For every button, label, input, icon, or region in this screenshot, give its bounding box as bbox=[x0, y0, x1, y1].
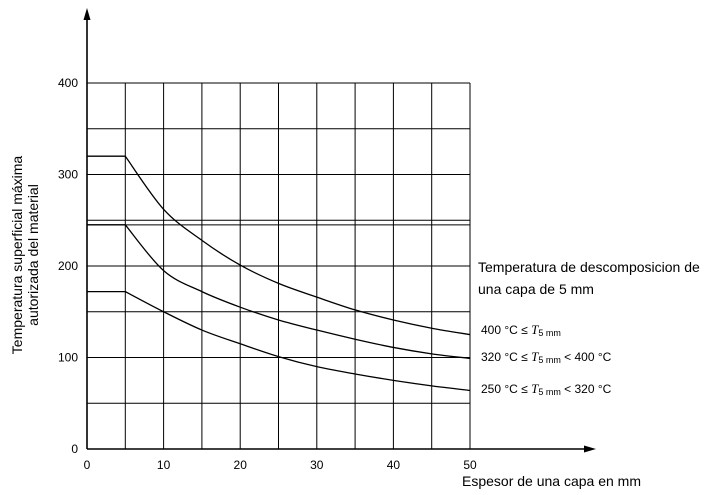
x-tick-label: 30 bbox=[310, 458, 324, 472]
y-axis-label-line2: autorizada del material bbox=[25, 184, 41, 326]
y-axis-label: Temperatura superficial máxima bbox=[9, 156, 25, 355]
range-label-3: 250 °C ≤ T5 mm < 320 °C bbox=[481, 381, 612, 397]
annotation-line1: Temperatura de descomposicion de bbox=[478, 259, 700, 275]
series-line-1 bbox=[87, 155, 471, 336]
series-line-3 bbox=[87, 290, 471, 392]
range-label-2: 320 °C ≤ T5 mm < 400 °C bbox=[481, 349, 612, 365]
y-tick-labels: 0 100 200 300 400 bbox=[58, 76, 78, 456]
series-line-2 bbox=[87, 224, 471, 360]
range-labels: 400 °C ≤ T5 mm 320 °C ≤ T5 mm < 400 °C 250… bbox=[481, 322, 612, 397]
y-tick-label: 100 bbox=[58, 351, 78, 365]
x-tick-label: 0 bbox=[84, 458, 91, 472]
annotation-line2: una capa de 5 mm bbox=[478, 281, 594, 297]
axis-layer bbox=[83, 8, 596, 453]
y-axis-label-2: autorizada del material bbox=[25, 184, 41, 326]
y-axis-arrow bbox=[83, 8, 91, 20]
x-tick-label: 40 bbox=[387, 458, 401, 472]
x-axis-arrow bbox=[584, 445, 596, 453]
y-tick-label: 200 bbox=[58, 259, 78, 273]
y-tick-label: 300 bbox=[58, 168, 78, 182]
x-tick-labels: 0 10 20 30 40 50 bbox=[84, 458, 477, 472]
grid-layer bbox=[87, 82, 471, 449]
range-label-1: 400 °C ≤ T5 mm bbox=[481, 322, 561, 338]
y-axis-label-line1: Temperatura superficial máxima bbox=[9, 156, 25, 355]
x-tick-label: 50 bbox=[463, 458, 477, 472]
y-tick-label: 0 bbox=[71, 442, 78, 456]
x-tick-label: 20 bbox=[234, 458, 248, 472]
series-layer bbox=[87, 155, 471, 392]
y-tick-label: 400 bbox=[58, 76, 78, 90]
x-axis-label: Espesor de una capa en mm bbox=[462, 473, 641, 489]
x-tick-label: 10 bbox=[157, 458, 171, 472]
